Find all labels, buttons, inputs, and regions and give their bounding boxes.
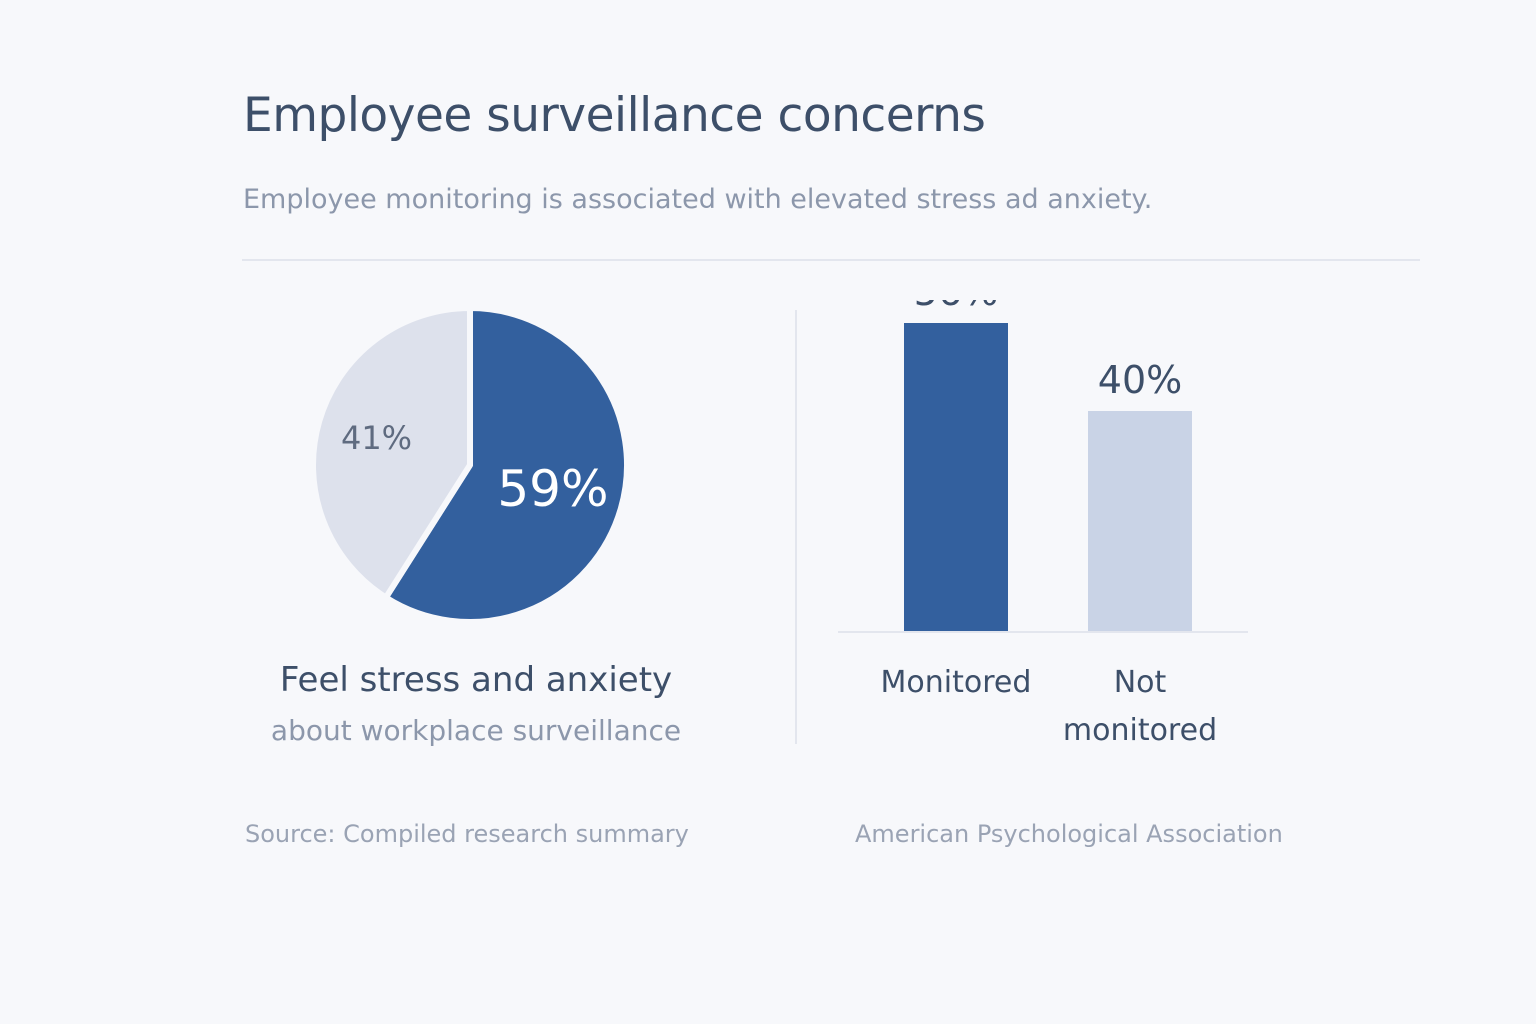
bar-monitored xyxy=(904,323,1008,631)
pie-slice-label: 41% xyxy=(341,419,412,457)
bar-category-label: Monitored xyxy=(881,665,1032,700)
pie-slice-label: 59% xyxy=(497,460,608,518)
pie-caption-sub: about workplace surveillance xyxy=(270,714,682,747)
bar-value-label: 56% xyxy=(914,300,998,314)
source-attribution: American Psychological Association xyxy=(855,820,1283,848)
pie-caption-main: Feel stress and anxiety xyxy=(279,660,673,700)
source-note: Source: Compiled research summary xyxy=(245,820,689,848)
pie-slice-stressed xyxy=(382,305,630,625)
pie-chart: 59% 41% xyxy=(310,305,630,625)
chart-subtitle: Employee monitoring is associated with e… xyxy=(243,184,1153,215)
pie-slice-other xyxy=(310,305,473,601)
section-divider xyxy=(795,310,797,744)
bar-category-label: Not monitored xyxy=(1063,665,1217,748)
header-divider xyxy=(242,259,1420,261)
bar-value-label: 40% xyxy=(1098,358,1182,402)
bar-not-monitored xyxy=(1088,411,1192,631)
chart-title: Employee surveillance concerns xyxy=(243,88,986,143)
